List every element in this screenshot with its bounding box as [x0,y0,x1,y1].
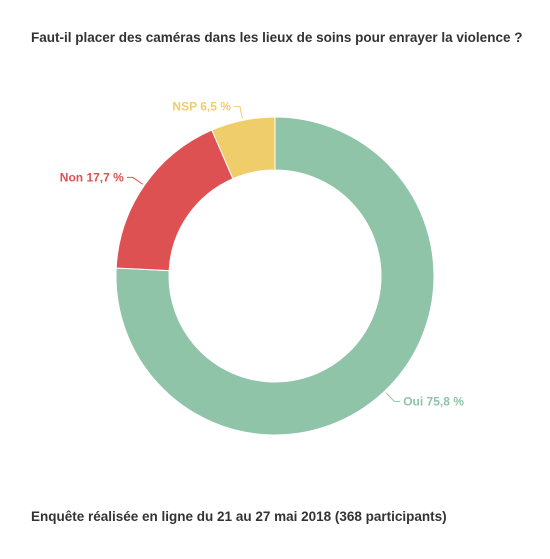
label-oui: Oui 75,8 % [403,394,464,408]
label-connectors [126,106,401,402]
slice-non [115,129,234,272]
slice-nsp [211,116,276,180]
connector-nsp [233,106,243,119]
slice-oui [115,116,435,436]
chart-title: Faut-il placer des caméras dans les lieu… [31,30,523,45]
donut-slices [115,116,435,436]
connector-non [126,176,143,185]
label-nsp: NSP 6,5 % [172,100,231,114]
label-non: Non 17,7 % [60,170,124,184]
connector-oui [385,392,401,402]
slice-labels: Oui 75,8 % Non 17,7 % NSP 6,5 % [60,100,464,409]
survey-footnote: Enquête réalisée en ligne du 21 au 27 ma… [31,509,447,524]
